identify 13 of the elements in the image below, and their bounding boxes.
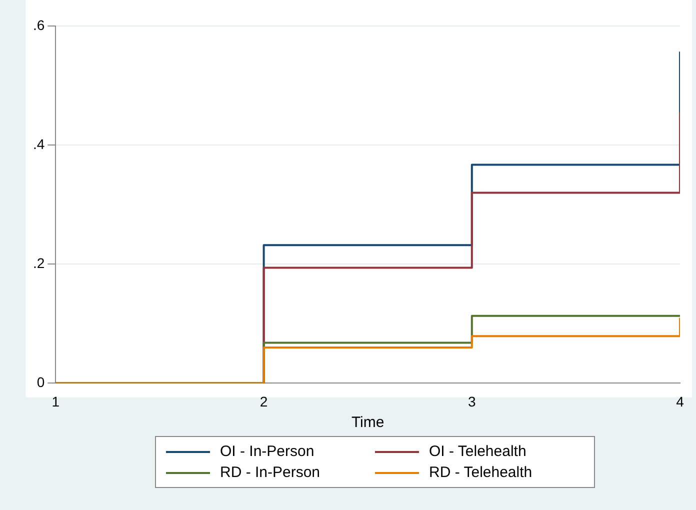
legend-label: RD - In-Person — [220, 464, 320, 481]
y-tick-label: .2 — [32, 254, 45, 271]
legend-label: RD - Telehealth — [429, 464, 532, 481]
legend-label: OI - Telehealth — [429, 443, 526, 460]
x-tick-label: 2 — [260, 393, 268, 410]
x-axis-title: Time — [351, 414, 384, 432]
y-tick-label: .6 — [32, 16, 45, 33]
x-tick-label: 4 — [676, 393, 684, 410]
x-tick-label: 3 — [468, 393, 476, 410]
y-tick-label: .4 — [32, 136, 45, 152]
x-tick-label: 1 — [52, 393, 60, 410]
legend-label: OI - In-Person — [220, 443, 314, 460]
y-tick-label: 0 — [36, 374, 45, 390]
